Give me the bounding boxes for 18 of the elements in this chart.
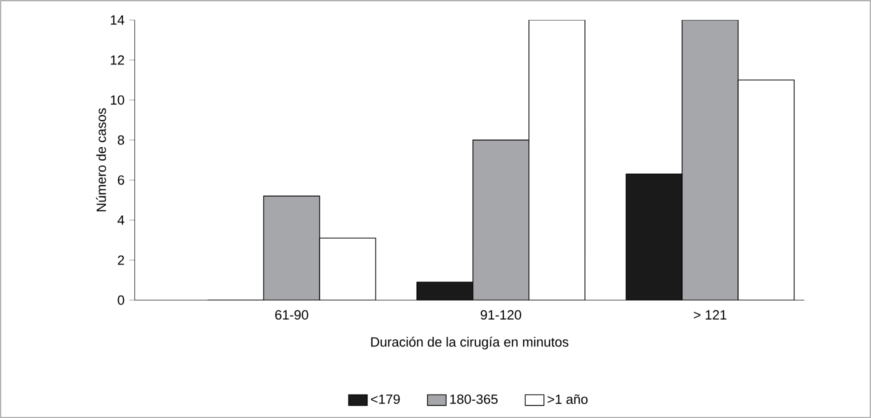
y-axis-title: Número de casos — [96, 108, 106, 212]
legend-label: >1 año — [548, 394, 588, 404]
legend-label: <179 — [371, 394, 400, 404]
x-tick-label: 61-90 — [275, 310, 308, 320]
x-tick-label: > 121 — [694, 310, 726, 320]
y-tick-label: 6 — [118, 175, 124, 185]
y-tick-label: 14 — [110, 15, 124, 25]
y-tick-label: 0 — [118, 295, 124, 305]
y-tick-label: 8 — [118, 135, 124, 145]
x-axis-title: Duración de la cirugía en minutos — [371, 336, 568, 350]
y-tick-label: 10 — [110, 95, 124, 105]
y-tick-label: 12 — [110, 55, 124, 65]
y-tick-label: 4 — [118, 215, 124, 225]
bar — [626, 174, 683, 300]
x-tick-label: 91-120 — [480, 310, 522, 320]
y-tick-label: 2 — [118, 255, 124, 265]
bar — [416, 282, 474, 300]
legend-label: 180-365 — [450, 394, 498, 404]
